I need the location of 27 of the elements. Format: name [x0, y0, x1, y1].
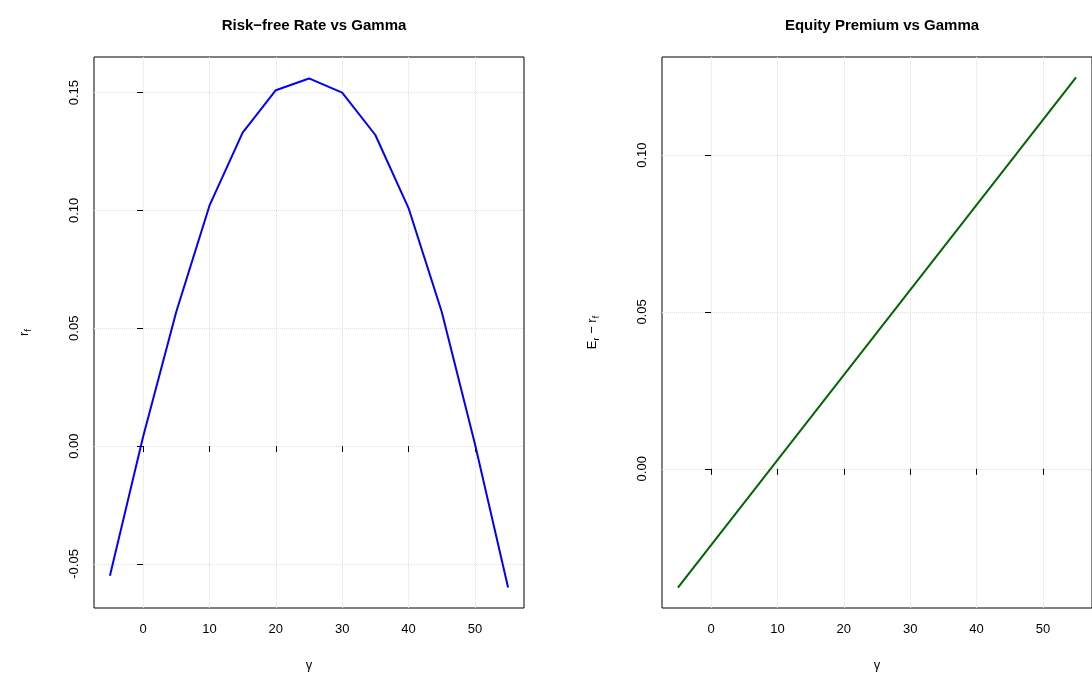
y-tick-label: 0.00	[66, 433, 81, 459]
x-tick-label: 10	[202, 621, 217, 636]
x-tick-label: 0	[707, 621, 715, 636]
x-tick-label: 20	[836, 621, 852, 636]
y-tick-label: 0.05	[634, 299, 649, 325]
y-axis-title: rf	[16, 328, 33, 336]
x-tick-label: 40	[969, 621, 984, 636]
x-tick-label: 20	[268, 621, 284, 636]
y-tick-label: 0.05	[66, 315, 81, 341]
x-axis-title: γ	[873, 657, 881, 672]
y-tick-label: 0.10	[634, 142, 649, 168]
y-tick-label: 0.10	[66, 197, 81, 224]
y-tick-label: -0.05	[66, 549, 81, 579]
chart-title: Risk−free Rate vs Gamma	[221, 16, 407, 33]
x-tick-label: 0	[139, 621, 147, 636]
y-tick-label: 0.00	[634, 456, 649, 482]
x-tick-label: 30	[902, 621, 918, 636]
y-tick-label: 0.15	[66, 79, 81, 106]
x-axis-title: γ	[305, 657, 313, 672]
chart-title: Equity Premium vs Gamma	[784, 16, 980, 33]
x-tick-label: 50	[467, 621, 483, 636]
x-tick-label: 30	[334, 621, 350, 636]
x-tick-label: 50	[1035, 621, 1051, 636]
x-tick-label: 10	[770, 621, 785, 636]
line-series	[108, 77, 510, 589]
x-tick-label: 40	[401, 621, 416, 636]
y-axis-title: Er − rf	[584, 315, 601, 350]
